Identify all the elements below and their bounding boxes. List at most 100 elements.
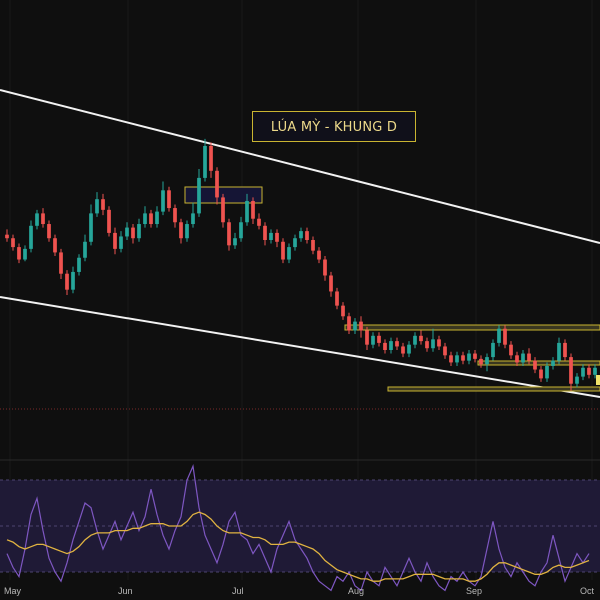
candle-body [125,227,129,237]
candle-body [491,342,495,358]
candle-body [167,190,171,209]
candle-body [377,335,381,343]
candle-body [227,222,231,246]
candle-body [515,355,519,363]
x-tick-label: Oct [580,586,595,596]
candle-body [281,241,285,260]
candle-body [401,346,405,354]
candle-body [575,376,579,384]
price-candles [5,138,597,391]
candle-body [107,209,111,233]
candle-body [443,346,447,356]
candle-body [251,200,255,219]
candle-body [161,190,165,212]
candle-body [59,252,63,274]
rsi-line [6,464,590,592]
candle-body [275,232,279,242]
candle-body [413,335,417,345]
candle-body [503,328,507,345]
candle-body [395,341,399,347]
candle-body [41,213,45,225]
candle-body [497,328,501,343]
candle-body [407,344,411,354]
candle-body [299,231,303,239]
support-zone-band [344,324,600,331]
candle-body [53,238,57,253]
candle-body [371,335,375,345]
rsi-lines [6,464,590,592]
candle-body [119,236,123,249]
candle-body [449,355,453,363]
candle-body [233,238,237,246]
candle-body [113,232,117,249]
mid-zone-band [477,360,600,366]
candle-body [521,353,525,363]
candle-body [479,358,483,365]
candle-body [293,238,297,248]
candle-body [131,227,135,239]
candle-body [155,211,159,225]
candle-body [593,367,597,375]
x-tick-label: May [4,586,22,596]
candle-body [29,225,33,249]
candle-body [533,360,537,370]
candle-body [287,247,291,260]
candle-body [89,213,93,242]
candle-body [245,200,249,223]
candle-body [467,353,471,361]
candle-body [221,197,225,223]
candle-body [341,305,345,317]
candle-body [353,321,357,331]
candle-body [95,199,99,214]
candle-body [305,231,309,240]
candle-body [419,335,423,342]
candle-body [431,339,435,349]
candle-body [527,353,531,361]
candle-body [35,213,39,226]
candle-body [551,360,555,366]
candle-body [365,330,369,345]
candle-body [257,218,261,226]
candle-body [77,257,81,272]
rsi-ma-line [6,511,590,582]
candle-body [191,213,195,225]
candle-body [179,222,183,239]
candle-body [347,316,351,331]
candle-body [197,177,201,214]
candle-body [143,213,147,225]
candle-body [323,259,327,276]
candle-body [485,357,489,365]
candle-body [557,342,561,361]
candle-body [83,241,87,258]
candle-body [263,225,267,240]
candle-body [335,291,339,306]
x-tick-label: Sep [466,586,483,596]
candle-body [137,224,141,239]
x-tick-label: Aug [348,586,365,596]
channel-upper-line [0,89,600,244]
candle-body [47,224,51,239]
candle-body [311,240,315,251]
candle-body [149,213,153,225]
candle-body [239,222,243,239]
candle-body [383,342,387,350]
candle-body [329,275,333,292]
candle-body [317,250,321,260]
candle-body [473,353,477,359]
candle-body [545,365,549,379]
candle-body [5,234,9,239]
candle-body [209,145,213,171]
candle-body [23,248,27,260]
candle-body [437,339,441,347]
candle-body [65,273,69,290]
candle-body [185,224,189,239]
candle-body [359,321,363,331]
candle-body [425,341,429,349]
candle-body [587,367,591,375]
candle-body [17,247,21,260]
candle-body [563,342,567,358]
candle-body [509,344,513,356]
candle-body [11,238,15,248]
candle-body [269,232,273,240]
